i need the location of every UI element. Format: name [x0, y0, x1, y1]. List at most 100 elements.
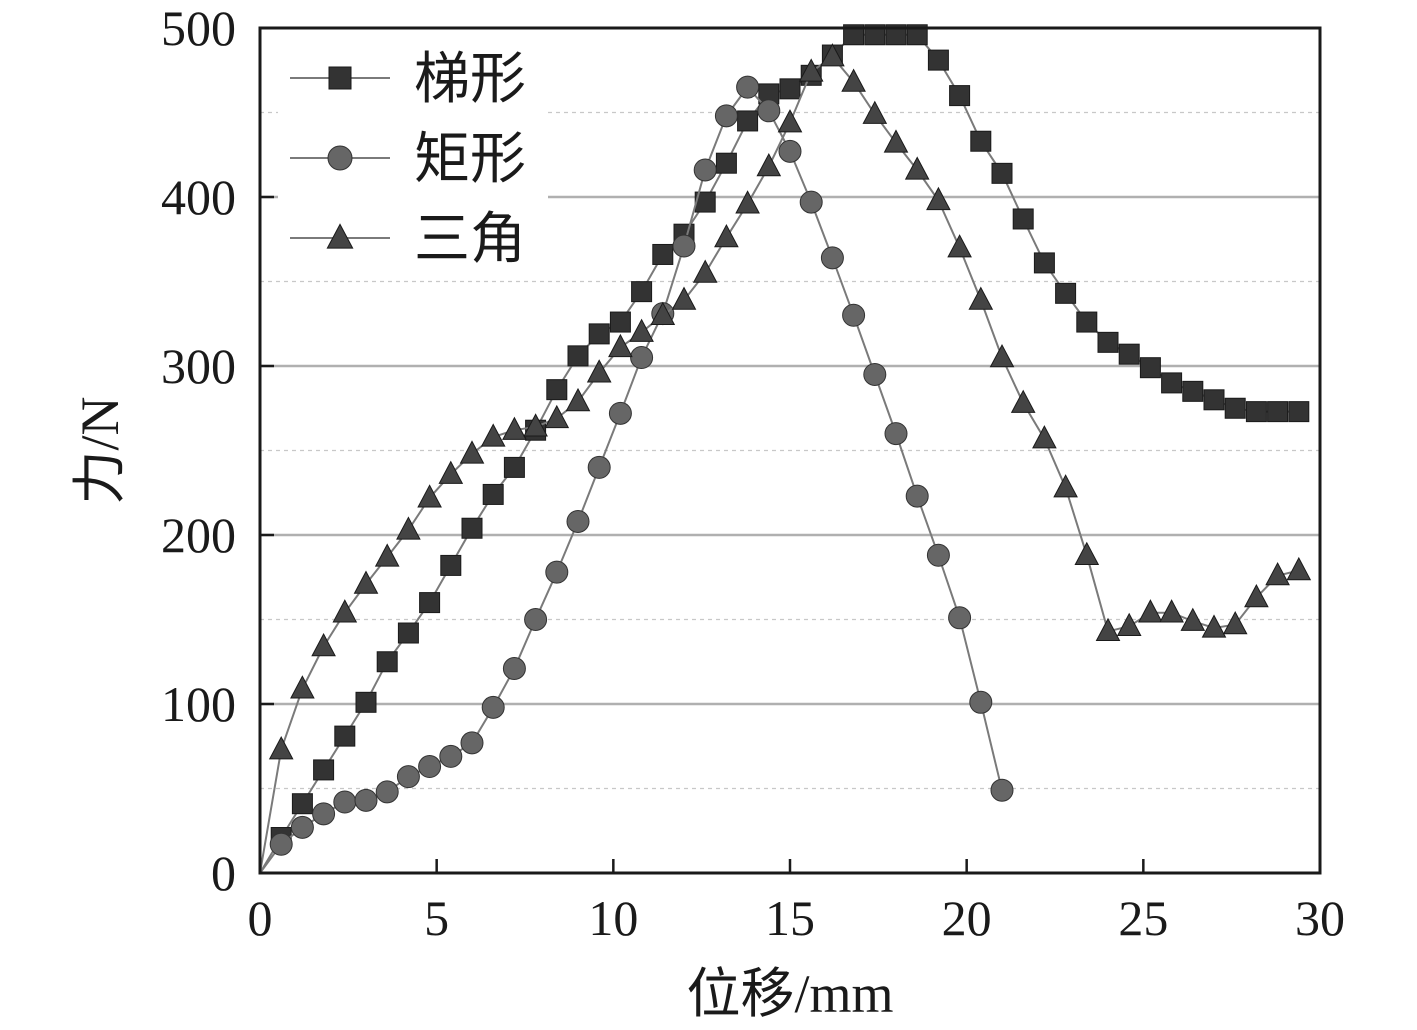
legend-label: 梯形 — [414, 47, 526, 112]
data-point-triangle — [1265, 561, 1290, 586]
data-point-circle — [969, 690, 993, 714]
data-point-triangle — [1074, 541, 1100, 565]
data-point-triangle — [777, 109, 803, 133]
data-point-circle — [439, 744, 463, 768]
data-point-square — [397, 622, 419, 644]
series-triangle — [259, 43, 1312, 874]
data-point-square — [328, 66, 352, 90]
data-point-square — [291, 793, 313, 815]
data-point-square — [1033, 252, 1055, 274]
data-point-triangle — [926, 186, 951, 211]
data-point-triangle — [1159, 599, 1184, 623]
y-tick-label: 500 — [161, 0, 236, 56]
data-point-circle — [587, 455, 611, 479]
data-point-square — [1055, 282, 1077, 304]
data-point-triangle — [1201, 614, 1227, 638]
data-point-circle — [269, 832, 293, 856]
data-point-circle — [990, 778, 1014, 802]
data-point-square — [1076, 311, 1098, 333]
data-point-triangle — [565, 387, 591, 412]
data-point-triangle — [311, 632, 336, 657]
legend-label: 矩形 — [414, 127, 526, 192]
data-point-circle — [736, 75, 760, 99]
data-point-triangle — [947, 234, 972, 258]
data-point-square — [949, 85, 971, 107]
data-point-triangle — [820, 43, 845, 67]
data-point-circle — [545, 560, 569, 584]
data-point-square — [546, 379, 568, 401]
data-point-square — [843, 24, 865, 46]
data-point-square — [1288, 401, 1310, 423]
data-point-square — [1224, 397, 1246, 419]
data-point-triangle — [1138, 599, 1163, 623]
data-point-square — [1182, 380, 1204, 402]
data-point-square — [1097, 331, 1119, 353]
data-point-circle — [375, 780, 399, 804]
data-series — [259, 24, 1312, 874]
x-tick-label: 15 — [765, 890, 815, 946]
data-point-circle — [799, 190, 823, 214]
data-point-triangle — [714, 223, 739, 248]
data-point-square — [1267, 401, 1289, 423]
data-point-circle — [608, 401, 632, 425]
data-point-circle — [905, 484, 929, 508]
data-point-square — [737, 110, 759, 132]
data-point-square — [567, 345, 589, 367]
series-square — [259, 24, 1310, 874]
x-tick-label: 0 — [248, 890, 273, 946]
data-point-circle — [460, 731, 484, 755]
data-point-square — [864, 24, 886, 46]
data-point-circle — [630, 346, 654, 370]
data-point-triangle — [1095, 617, 1121, 642]
data-point-circle — [354, 788, 378, 812]
data-point-square — [906, 24, 928, 46]
data-point-square — [503, 456, 525, 478]
data-point-triangle — [650, 301, 676, 325]
data-point-triangle — [1032, 425, 1057, 449]
legend-label: 三角 — [414, 207, 526, 272]
x-tick-label: 5 — [424, 890, 449, 946]
data-point-square — [1245, 401, 1267, 423]
data-point-triangle — [396, 516, 421, 540]
data-point-triangle — [353, 570, 379, 594]
data-point-triangle — [544, 404, 570, 429]
data-point-circle — [842, 303, 866, 327]
data-point-circle — [820, 246, 844, 270]
data-point-triangle — [1244, 583, 1269, 608]
y-axis-label: 力/N — [70, 397, 130, 505]
data-point-circle — [502, 657, 526, 681]
data-point-circle — [418, 755, 442, 779]
data-point-triangle — [290, 675, 315, 699]
data-point-triangle — [1286, 556, 1312, 581]
data-point-circle — [693, 158, 717, 182]
data-point-circle — [926, 543, 950, 567]
data-point-circle — [327, 145, 353, 171]
data-point-triangle — [480, 423, 506, 447]
x-tick-label: 25 — [1118, 890, 1168, 946]
data-point-square — [376, 651, 398, 673]
data-point-triangle — [1010, 389, 1036, 413]
x-axis-label: 位移/mm — [686, 964, 893, 1024]
data-point-triangle — [735, 190, 760, 214]
data-point-triangle — [1222, 611, 1248, 635]
data-point-circle — [396, 765, 420, 789]
data-point-triangle — [883, 129, 909, 153]
data-point-circle — [333, 790, 357, 814]
data-point-square — [694, 191, 716, 213]
data-point-triangle — [629, 318, 654, 342]
data-point-triangle — [798, 58, 824, 82]
data-point-square — [609, 311, 631, 333]
data-point-triangle — [332, 599, 358, 623]
data-point-triangle — [523, 413, 548, 437]
data-point-square — [461, 517, 483, 539]
data-point-triangle — [692, 259, 718, 283]
data-point-square — [334, 725, 356, 747]
x-tick-label: 30 — [1295, 890, 1345, 946]
legend-item: 三角 — [290, 207, 526, 272]
data-point-triangle — [268, 736, 294, 760]
data-point-triangle — [438, 460, 464, 484]
data-point-circle — [757, 99, 781, 123]
data-point-square — [927, 49, 949, 71]
data-point-circle — [863, 362, 887, 386]
data-point-square — [779, 78, 801, 100]
